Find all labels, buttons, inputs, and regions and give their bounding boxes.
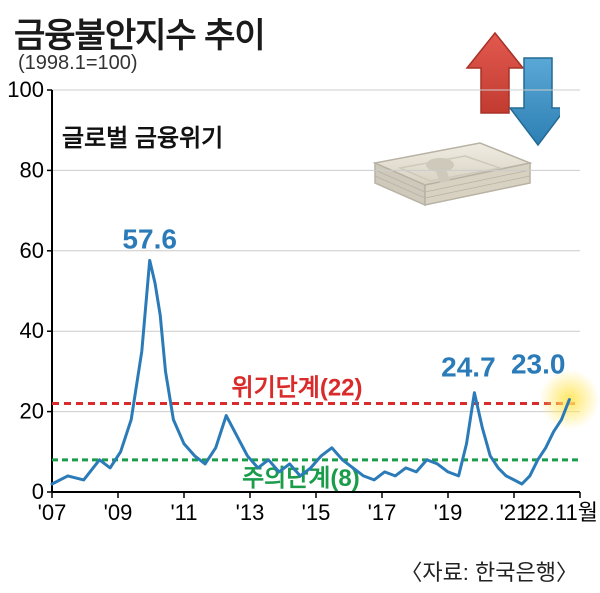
- svg-text:'17: '17: [368, 500, 397, 525]
- svg-text:위기단계(22): 위기단계(22): [232, 375, 363, 402]
- svg-text:'22.11월: '22.11월: [520, 500, 598, 525]
- svg-text:'13: '13: [236, 500, 265, 525]
- svg-text:24.7: 24.7: [441, 352, 496, 383]
- svg-text:'07: '07: [38, 500, 67, 525]
- event-label-gfc: 글로벌 금융위기: [62, 118, 223, 153]
- svg-text:20: 20: [20, 399, 44, 424]
- base-year-note: (1998.1=100): [18, 52, 138, 75]
- page-title: 금융불안지수 추이: [14, 8, 265, 57]
- svg-text:100: 100: [7, 80, 44, 102]
- svg-text:'19: '19: [434, 500, 463, 525]
- svg-text:'11: '11: [170, 500, 197, 525]
- svg-text:40: 40: [20, 318, 44, 343]
- svg-text:80: 80: [20, 157, 44, 182]
- svg-text:60: 60: [20, 238, 44, 263]
- svg-text:주의단계(8): 주의단계(8): [242, 465, 360, 492]
- svg-text:23.0: 23.0: [511, 349, 566, 380]
- source-note: 〈자료: 한국은행〉: [400, 555, 578, 587]
- svg-text:57.6: 57.6: [122, 223, 177, 254]
- svg-text:'09: '09: [104, 500, 133, 525]
- svg-text:'15: '15: [302, 500, 331, 525]
